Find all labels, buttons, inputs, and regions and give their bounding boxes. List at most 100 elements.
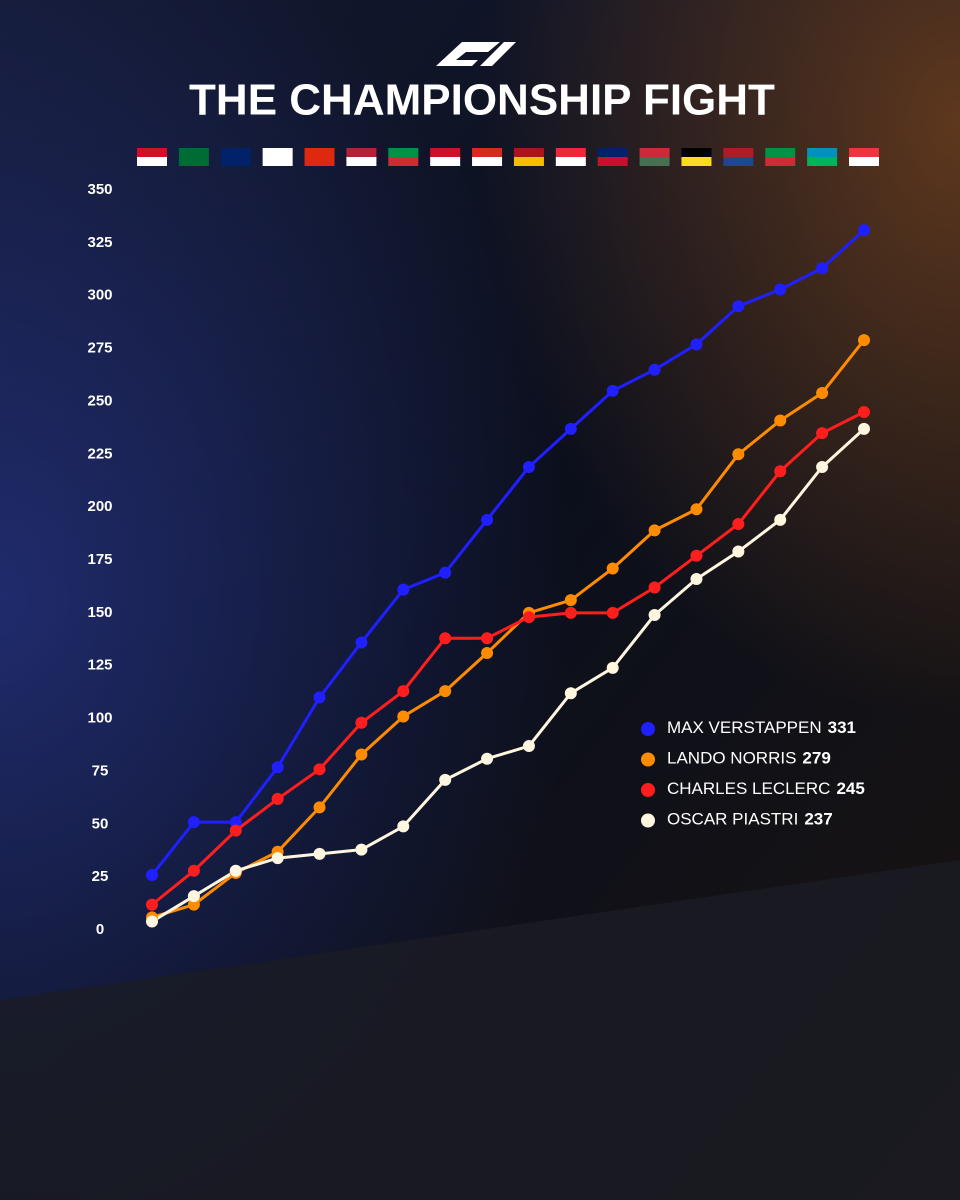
flag-top xyxy=(137,148,167,157)
data-point xyxy=(816,386,829,399)
flag-top xyxy=(304,148,335,157)
series-line xyxy=(150,229,866,876)
flag xyxy=(849,148,879,166)
legend-name: CHARLES LECLERC xyxy=(667,779,830,798)
flag-bottom xyxy=(513,157,544,166)
flag xyxy=(137,148,167,166)
flag-bottom xyxy=(220,157,251,166)
data-point xyxy=(187,898,200,911)
flag xyxy=(765,148,796,166)
y-tick-label: 300 xyxy=(87,287,112,304)
data-point xyxy=(774,414,787,427)
legend-marker xyxy=(641,813,655,828)
data-point xyxy=(313,691,326,704)
data-point xyxy=(564,594,577,607)
y-tick-label: 125 xyxy=(87,657,112,674)
chart-title: THE CHAMPIONSHIP FIGHT xyxy=(189,76,775,125)
legend-entry: CHARLES LECLERC 245 xyxy=(667,779,865,798)
flag xyxy=(723,148,754,166)
series-line xyxy=(151,427,866,923)
data-point xyxy=(648,581,661,594)
data-point xyxy=(397,820,410,833)
flag xyxy=(388,148,419,166)
data-point xyxy=(146,898,158,911)
data-point xyxy=(858,406,870,418)
data-point xyxy=(732,300,745,313)
data-point xyxy=(648,363,661,376)
data-point xyxy=(439,566,452,579)
data-point xyxy=(355,716,368,729)
data-point xyxy=(690,549,703,562)
y-tick-label: 275 xyxy=(87,340,112,357)
data-point xyxy=(690,573,703,586)
flag-bottom xyxy=(472,157,503,166)
flag-top xyxy=(346,148,377,157)
data-point xyxy=(229,816,242,829)
track xyxy=(0,860,960,1200)
flag xyxy=(262,148,293,166)
data-point xyxy=(481,752,494,765)
data-point xyxy=(313,763,326,776)
data-point xyxy=(774,513,787,526)
y-tick-label: 50 xyxy=(92,815,109,832)
flag xyxy=(807,148,838,166)
data-point xyxy=(397,685,410,698)
data-point xyxy=(816,460,829,473)
data-point xyxy=(564,606,577,619)
data-point xyxy=(439,632,452,645)
flag xyxy=(639,148,670,166)
legend-name: OSCAR PIASTRI xyxy=(667,810,798,829)
legend-marker xyxy=(641,722,655,736)
data-point xyxy=(397,583,410,596)
data-point xyxy=(187,816,200,829)
flag xyxy=(304,148,335,166)
flag-top xyxy=(513,148,544,157)
data-point xyxy=(690,338,703,351)
data-point xyxy=(229,824,242,837)
data-point xyxy=(481,513,494,526)
legend-name: MAX VERSTAPPEN xyxy=(667,718,822,737)
y-tick-label: 100 xyxy=(87,710,112,727)
flag-top xyxy=(262,148,293,157)
flag-top xyxy=(388,148,419,157)
flag-top xyxy=(472,148,503,157)
data-point xyxy=(774,283,787,296)
series-line xyxy=(151,410,865,906)
data-point xyxy=(271,792,284,805)
y-tick-label: 325 xyxy=(87,234,112,251)
y-tick-label: 250 xyxy=(87,392,112,409)
data-point xyxy=(606,384,619,397)
data-point xyxy=(522,740,535,753)
y-tick-label: 0 xyxy=(96,921,104,938)
flag-bottom xyxy=(555,157,586,166)
legend-name: LANDO NORRIS xyxy=(667,749,796,768)
legend-total: 237 xyxy=(804,810,832,829)
flag-bottom xyxy=(304,157,335,166)
flag xyxy=(555,148,586,166)
flag-top xyxy=(807,148,838,157)
data-point xyxy=(187,864,200,877)
data-point xyxy=(313,801,326,814)
y-tick-label: 350 xyxy=(87,181,112,198)
legend-total: 245 xyxy=(836,779,864,798)
data-point xyxy=(858,334,870,347)
flag-bottom xyxy=(178,157,209,166)
flag-top xyxy=(765,148,796,157)
data-point xyxy=(313,847,326,860)
y-tick-label: 225 xyxy=(87,445,112,462)
data-point xyxy=(774,465,787,478)
flag-top xyxy=(178,148,209,157)
flag-bottom xyxy=(807,157,838,166)
y-tick-label: 75 xyxy=(92,762,109,779)
data-point xyxy=(816,427,829,440)
data-point xyxy=(439,685,452,698)
legend-entry: MAX VERSTAPPEN 331 xyxy=(667,718,856,737)
data-point xyxy=(439,773,452,786)
flag xyxy=(681,148,712,166)
flag-top xyxy=(681,148,712,157)
f1-logo xyxy=(436,42,516,66)
y-tick-label: 25 xyxy=(92,868,109,885)
data-point xyxy=(187,890,200,903)
data-point xyxy=(732,448,745,461)
legend-entry: OSCAR PIASTRI 237 xyxy=(667,810,833,829)
